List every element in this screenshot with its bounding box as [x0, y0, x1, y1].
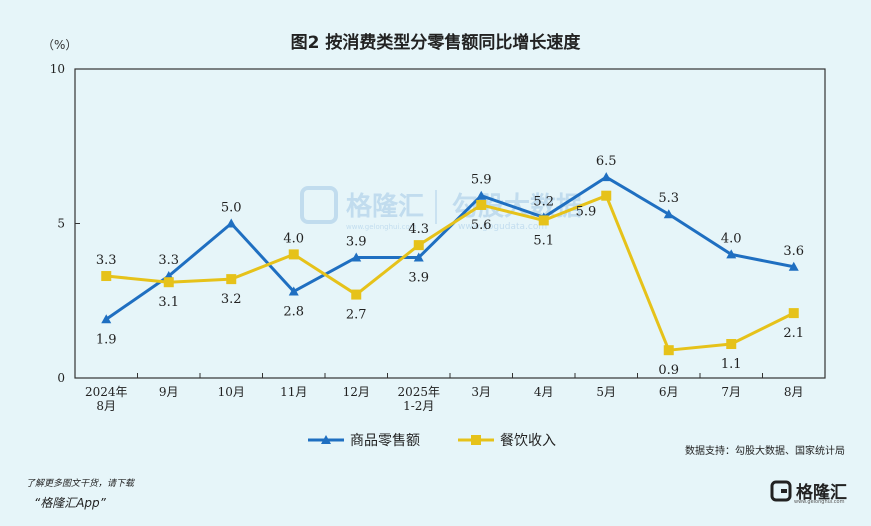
data-point-triangle — [601, 172, 612, 182]
data-point-square — [726, 339, 737, 350]
data-point-square — [163, 277, 174, 288]
series-line-1 — [105, 175, 795, 321]
data-point-square — [476, 199, 487, 210]
data-label: 6.5 — [596, 154, 617, 169]
data-point-square — [226, 274, 237, 285]
data-point-triangle — [351, 252, 362, 262]
x-tick-label: 2024年 — [85, 385, 128, 399]
legend-marker — [321, 435, 331, 444]
data-label: 1.9 — [96, 332, 117, 347]
data-label: 3.1 — [158, 295, 179, 310]
legend-label: 餐饮收入 — [500, 433, 556, 449]
footer-note: 了解更多图文干货，请下载 — [26, 479, 135, 489]
x-tick-label: 11月 — [280, 385, 307, 399]
data-source: 数据支持：勾股大数据、国家统计局 — [685, 446, 845, 457]
x-tick-label: 8月 — [784, 385, 804, 399]
legend-label: 商品零售额 — [350, 433, 420, 449]
legend: 商品零售额 餐饮收入 — [308, 433, 556, 449]
data-label: 3.3 — [158, 253, 179, 268]
data-label: 4.0 — [721, 231, 742, 246]
data-point-triangle — [788, 261, 799, 271]
footer-logo-text: 格隆汇 — [796, 483, 847, 503]
data-point-square — [601, 190, 612, 201]
y-tick-label: 0 — [57, 371, 65, 385]
data-label: 0.9 — [658, 363, 679, 378]
legend-item-1: 商品零售额 — [308, 433, 420, 449]
y-tick-label: 5 — [57, 217, 65, 231]
data-point-square — [288, 249, 299, 260]
data-point-triangle — [663, 209, 674, 219]
y-tick-label: 10 — [50, 62, 65, 76]
data-point-square — [663, 345, 674, 356]
data-label: 2.1 — [783, 326, 804, 341]
data-point-triangle — [226, 218, 237, 228]
legend-marker — [471, 435, 481, 445]
chart-title: 图2 按消费类型分零售额同比增长速度 — [290, 33, 581, 53]
data-label: 1.1 — [721, 357, 742, 372]
data-point-square — [413, 240, 424, 251]
data-point-square — [351, 289, 362, 300]
data-label: 5.6 — [471, 218, 492, 233]
data-label: 3.3 — [96, 253, 117, 268]
y-axis-unit: （%） — [42, 38, 78, 52]
x-tick-label: 2025年 — [397, 385, 440, 399]
data-label: 3.6 — [783, 244, 804, 259]
data-point-triangle — [476, 190, 487, 200]
series-lines — [101, 172, 799, 356]
footer-logo-icon — [770, 480, 792, 501]
data-label: 2.7 — [346, 308, 367, 323]
data-point-triangle — [288, 286, 299, 296]
footer-logo-url: www.gelonghui.com — [794, 499, 845, 505]
data-label: 5.0 — [221, 201, 242, 216]
footer-app-name: “格隆汇App” — [34, 496, 106, 510]
series-line-2 — [106, 194, 795, 352]
x-tick-label: 3月 — [471, 385, 491, 399]
watermark-brand: 格隆汇 — [346, 191, 424, 222]
data-label: 5.3 — [658, 191, 679, 206]
data-point-triangle — [413, 252, 424, 262]
x-tick-label: 1-2月 — [403, 399, 434, 413]
x-tick-label: 10月 — [218, 385, 245, 399]
data-label: 4.0 — [283, 231, 304, 246]
data-label: 5.1 — [533, 233, 554, 248]
legend-item-2: 餐饮收入 — [458, 433, 556, 449]
data-point-square — [788, 308, 799, 319]
data-label: 4.3 — [408, 222, 429, 237]
data-labels: 1.9 3.3 5.0 2.8 3.9 3.9 5.9 5.2 6.5 5.3 4.0 3.6 3.3 3… — [96, 154, 804, 378]
data-point-triangle — [101, 314, 112, 324]
data-label: 5.9 — [471, 173, 492, 188]
x-tick-label: 5月 — [596, 385, 616, 399]
data-label: 2.8 — [283, 304, 304, 319]
watermark: 格隆汇 www.gelonghui.com 勾股大数据 www.gogudata… — [300, 186, 582, 232]
watermark-data-url: www.gogudata.com — [458, 222, 547, 232]
x-tick-label: 6月 — [659, 385, 679, 399]
data-label: 5.2 — [533, 194, 554, 209]
x-tick-label: 8月 — [96, 399, 116, 413]
data-label: 3.9 — [408, 270, 429, 285]
data-point-square — [538, 215, 549, 226]
data-point-triangle — [726, 249, 737, 259]
watermark-brand-url: www.gelonghui.com — [346, 223, 417, 231]
data-label: 5.9 — [576, 205, 597, 220]
watermark-logo-icon — [300, 186, 338, 224]
data-point-square — [101, 271, 112, 282]
x-tick-label: 4月 — [534, 385, 554, 399]
x-tick-label: 12月 — [343, 385, 370, 399]
data-label: 3.2 — [221, 292, 242, 307]
data-label: 3.9 — [346, 234, 367, 249]
x-tick-label: 9月 — [159, 385, 179, 399]
footer-logo[interactable]: 格隆汇 www.gelonghui.com — [770, 478, 847, 505]
x-tick-label: 7月 — [721, 385, 741, 399]
